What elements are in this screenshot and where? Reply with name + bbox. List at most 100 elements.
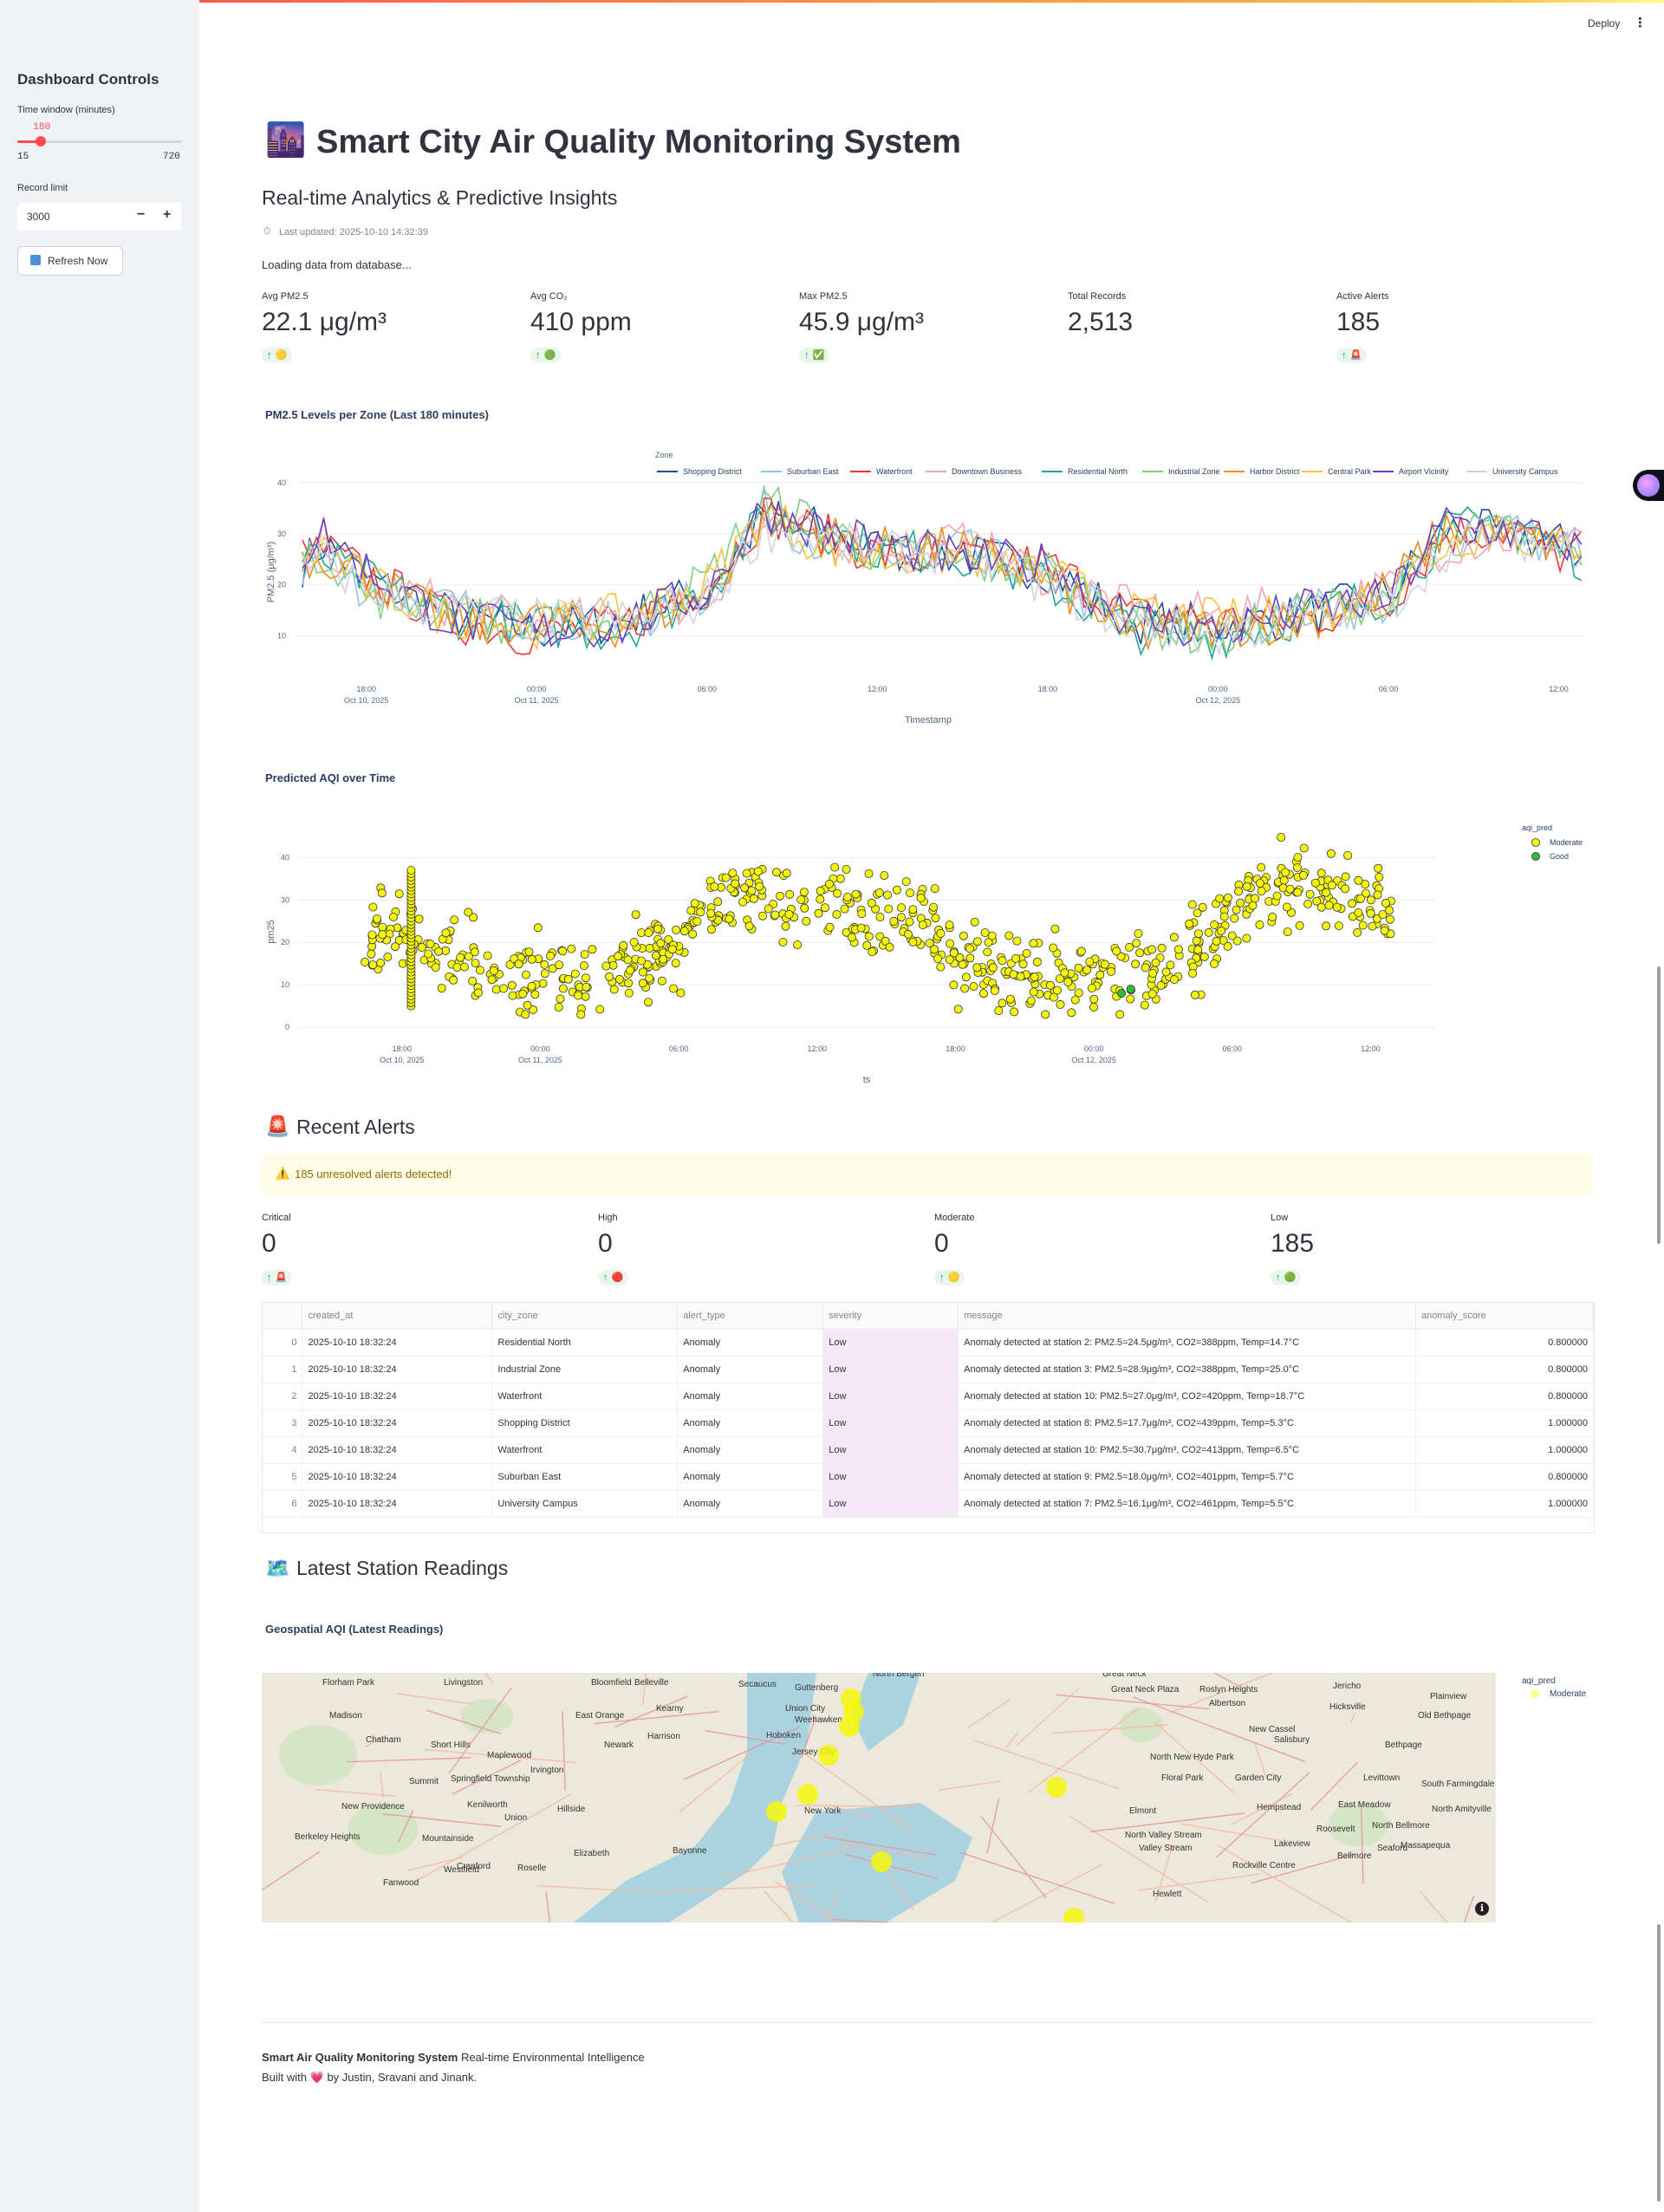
data-point	[851, 889, 861, 899]
data-point	[1366, 895, 1375, 905]
data-point	[1005, 994, 1015, 1004]
data-point	[1232, 936, 1242, 946]
legend-label[interactable]: Suburban East	[787, 467, 839, 476]
geospatial-map[interactable]: Florham Park Livingston Bloomfield Bellevil…	[262, 1673, 1496, 1922]
legend-label[interactable]: Good	[1550, 852, 1569, 861]
data-point	[1089, 1002, 1099, 1012]
data-point	[475, 966, 484, 975]
table-row[interactable]: 3 2025-10-10 18:32:24 Shopping District Ano…	[263, 1409, 1594, 1437]
x-tick-label: 00:00	[527, 685, 547, 693]
data-point	[533, 923, 543, 933]
map-place-label: South Farmingdale	[1421, 1779, 1495, 1789]
record-limit-value[interactable]: 3000	[27, 211, 50, 223]
metric-delta: ↑ 🟡	[262, 348, 293, 363]
table-row[interactable]: 0 2025-10-10 18:32:24 Residential North Ano…	[263, 1329, 1594, 1356]
map-place-label: Cranford	[457, 1862, 491, 1871]
x-tick-label: 18:00	[946, 1044, 965, 1053]
map-place-label: Roosevelt	[1316, 1825, 1355, 1834]
column-header[interactable]: anomaly_score	[1415, 1303, 1594, 1330]
status-icon: 🟢	[543, 350, 556, 361]
table-cell: Low	[822, 1356, 959, 1383]
map-place-label: Mountainside	[422, 1834, 474, 1844]
data-point	[1356, 894, 1366, 903]
data-point	[1332, 902, 1342, 912]
table-row[interactable]: 6 2025-10-10 18:32:24 University Campus Ano…	[263, 1490, 1594, 1518]
main-menu-icon[interactable]: ⋮	[1634, 16, 1647, 30]
data-point	[390, 942, 400, 952]
legend-label[interactable]: Waterfront	[876, 467, 913, 476]
legend-marker[interactable]	[1531, 838, 1540, 847]
slider-thumb[interactable]	[36, 136, 47, 146]
map-info-icon[interactable]: ℹ	[1475, 1902, 1489, 1916]
column-header[interactable]: city_zone	[491, 1303, 679, 1330]
column-header[interactable]: alert_type	[677, 1303, 824, 1330]
legend-label[interactable]: Industrial Zone	[1168, 467, 1220, 476]
alerts-banner-text: 185 unresolved alerts detected!	[295, 1168, 452, 1181]
increment-button[interactable]: +	[163, 207, 172, 222]
table-row[interactable]: 5 2025-10-10 18:32:24 Suburban East Anomaly…	[263, 1463, 1594, 1491]
data-point	[671, 959, 680, 968]
x-tick-label: 06:00	[669, 1044, 689, 1053]
delta-arrow-icon: ↑	[267, 1272, 272, 1283]
data-point	[372, 914, 381, 924]
table-row[interactable]: 1 2025-10-10 18:32:24 Industrial Zone Anoma…	[263, 1356, 1594, 1383]
data-point	[972, 963, 982, 973]
footer-tagline: Real-time Environmental Intelligence	[458, 2051, 645, 2064]
station-marker[interactable]	[871, 1851, 892, 1872]
record-limit-input[interactable]: 3000 − +	[17, 203, 182, 231]
column-header[interactable]	[263, 1303, 303, 1330]
alerts-table[interactable]: created_at city_zone alert_type severity mes…	[262, 1302, 1595, 1533]
status-icon: 🚨	[275, 1272, 288, 1283]
table-cell: Anomaly detected at station 8: PM2.5=17.…	[958, 1409, 1417, 1437]
column-header[interactable]: severity	[822, 1303, 959, 1330]
data-point	[1204, 927, 1213, 937]
station-marker[interactable]	[797, 1784, 818, 1805]
table-row[interactable]: 4 2025-10-10 18:32:24 Waterfront Anomaly Low…	[263, 1436, 1594, 1464]
legend-label[interactable]: Airport Vicinity	[1399, 467, 1449, 476]
road	[1420, 1890, 1448, 1922]
column-header[interactable]: created_at	[302, 1303, 493, 1330]
data-point	[1134, 928, 1143, 938]
legend-label[interactable]: Shopping District	[683, 467, 743, 476]
delta-arrow-icon: ↑	[1342, 350, 1347, 361]
scrollbar-thumb[interactable]	[1657, 966, 1661, 1244]
road	[671, 1884, 819, 1892]
station-marker[interactable]	[839, 1716, 860, 1737]
metric-delta: ↑ 🟢	[530, 348, 562, 363]
x-tick-label: 12:00	[1361, 1044, 1381, 1053]
table-row[interactable]: 2 2025-10-10 18:32:24 Waterfront Anomaly Low…	[263, 1382, 1594, 1410]
legend-label[interactable]: Harbor District	[1250, 467, 1300, 476]
table-cell: Anomaly detected at station 7: PM2.5=16.…	[958, 1490, 1417, 1518]
station-marker[interactable]	[766, 1801, 787, 1822]
data-point	[933, 953, 943, 963]
legend-marker[interactable]	[1531, 852, 1540, 861]
time-window-slider[interactable]	[17, 136, 182, 146]
legend-label[interactable]: Residential North	[1068, 467, 1128, 476]
data-point	[643, 998, 653, 1007]
x-tick-label: 00:00	[1084, 1044, 1104, 1053]
road	[262, 1851, 321, 1891]
data-point	[614, 952, 623, 961]
station-marker[interactable]	[818, 1745, 839, 1766]
decrement-button[interactable]: −	[137, 207, 146, 222]
legend-label[interactable]: Downtown Business	[952, 467, 1023, 476]
road	[939, 1780, 1002, 1791]
assistant-avatar-button[interactable]	[1633, 470, 1664, 501]
refresh-button[interactable]: Refresh Now	[17, 246, 123, 276]
scrollbar-thumb-secondary[interactable]	[1657, 1924, 1661, 2202]
station-marker[interactable]	[1063, 1908, 1084, 1922]
map-place-label: North New Hyde Park	[1150, 1753, 1235, 1762]
data-point	[1232, 905, 1241, 914]
data-point	[1074, 988, 1083, 998]
road	[641, 1673, 647, 1706]
data-point	[868, 947, 877, 957]
legend-label[interactable]: Moderate	[1550, 838, 1583, 847]
station-marker[interactable]	[1046, 1777, 1067, 1798]
road	[1169, 1673, 1274, 1714]
legend-label[interactable]: Central Park	[1328, 467, 1372, 476]
road	[1133, 1696, 1305, 1762]
legend-label[interactable]: University Campus	[1492, 467, 1558, 476]
deploy-button[interactable]: Deploy	[1588, 17, 1621, 29]
x-tick-sublabel: Oct 10, 2025	[380, 1056, 425, 1064]
column-header[interactable]: message	[958, 1303, 1417, 1330]
